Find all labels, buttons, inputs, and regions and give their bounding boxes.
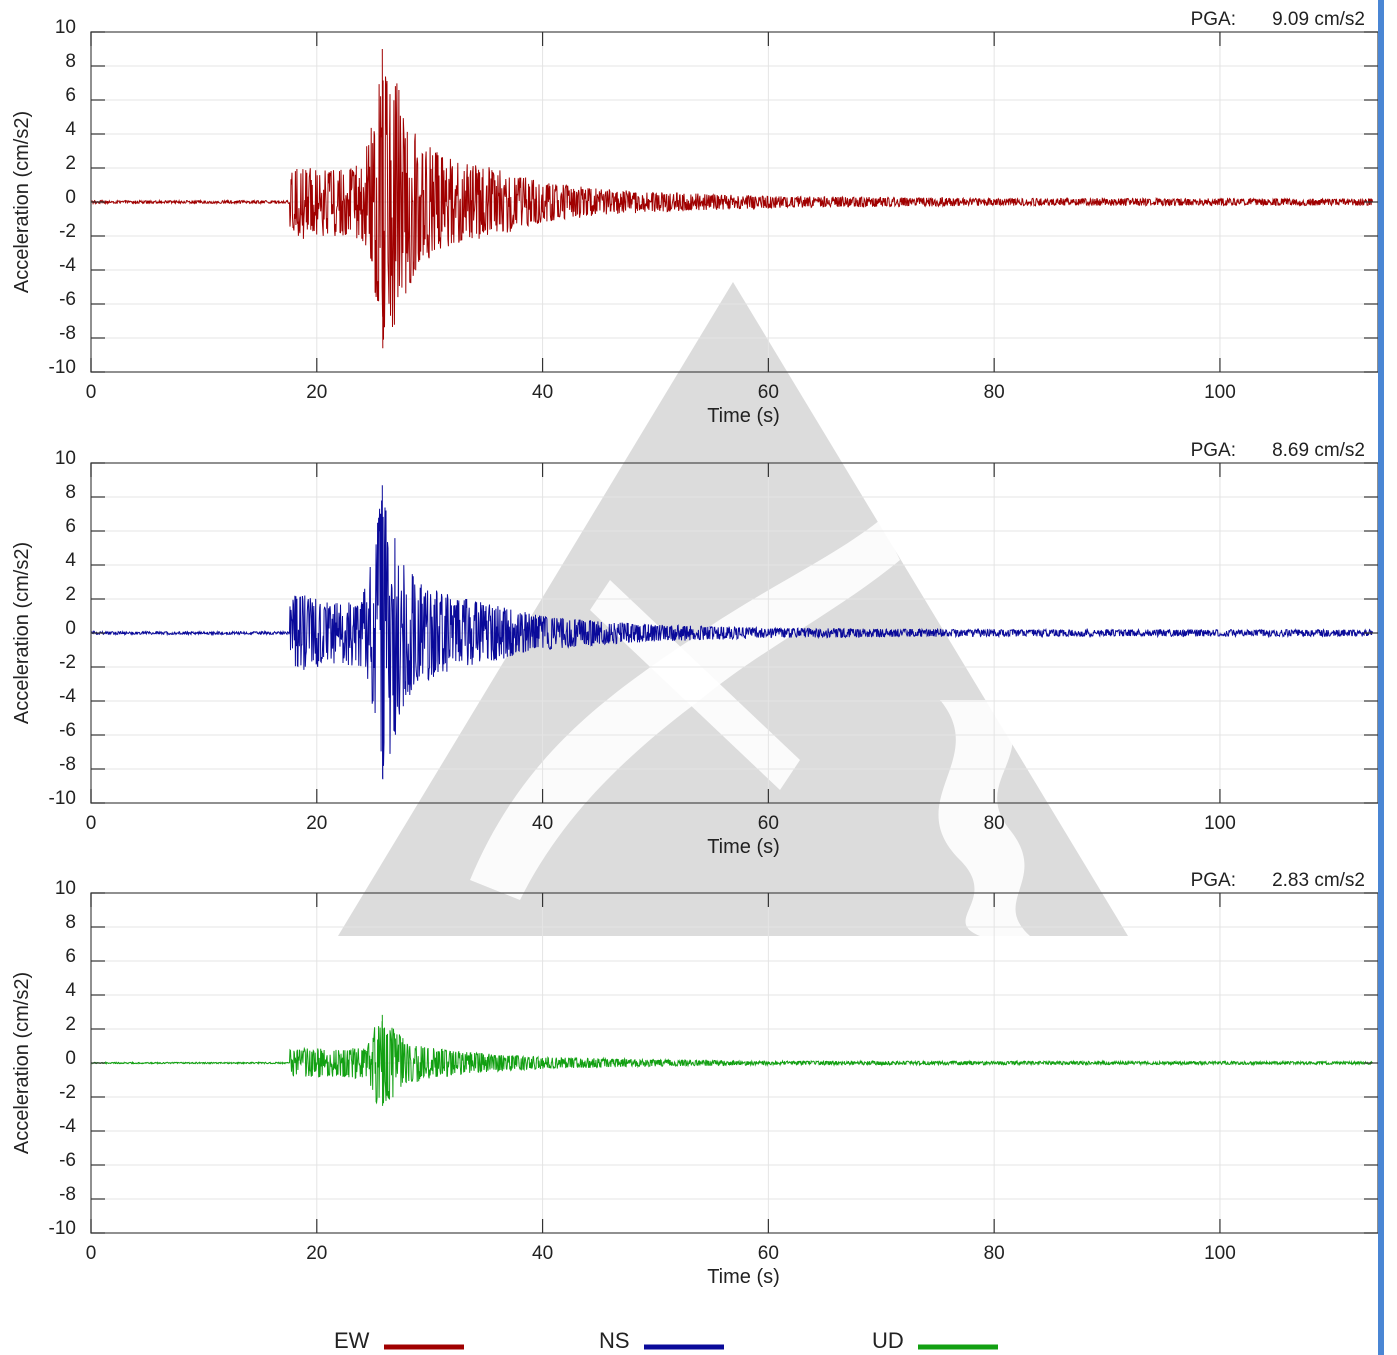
pga-label-ud: PGA: xyxy=(1191,870,1236,891)
legend-label-ew: EW xyxy=(334,1328,370,1353)
y-tick-label: 6 xyxy=(65,516,76,537)
x-tick-label: 100 xyxy=(1204,1243,1236,1264)
legend-label-ud: UD xyxy=(872,1328,904,1353)
y-tick-label: 2 xyxy=(65,584,76,605)
x-axis-title-ew: Time (s) xyxy=(707,405,780,427)
y-axis-title-ew: Acceleration (cm/s2) xyxy=(11,111,33,293)
y-tick-label: 2 xyxy=(65,153,76,174)
x-tick-label: 80 xyxy=(984,1243,1005,1264)
y-tick-label: 2 xyxy=(65,1014,76,1035)
y-tick-label: -10 xyxy=(49,1218,76,1239)
y-tick-label: 4 xyxy=(65,119,76,140)
legend-label-ns: NS xyxy=(599,1328,630,1353)
x-axis-title-ud: Time (s) xyxy=(707,1266,780,1288)
y-tick-label: -4 xyxy=(59,686,76,707)
y-axis-title-ud: Acceleration (cm/s2) xyxy=(11,972,33,1154)
y-tick-label: 8 xyxy=(65,482,76,503)
y-tick-label: 6 xyxy=(65,946,76,967)
y-tick-label: -8 xyxy=(59,1184,76,1205)
y-tick-label: -2 xyxy=(59,652,76,673)
x-tick-label: 80 xyxy=(984,382,1005,403)
pga-value-ns: 8.69 cm/s2 xyxy=(1272,440,1365,461)
x-axis-title-ns: Time (s) xyxy=(707,836,780,858)
y-tick-label: 0 xyxy=(65,1048,76,1069)
y-tick-label: 6 xyxy=(65,85,76,106)
x-tick-label: 0 xyxy=(86,1243,97,1264)
x-tick-label: 20 xyxy=(306,1243,327,1264)
x-tick-label: 40 xyxy=(532,813,553,834)
waveform-ns xyxy=(90,485,1378,780)
y-tick-label: -4 xyxy=(59,1116,76,1137)
y-tick-label: -10 xyxy=(49,788,76,809)
watermark-swoosh xyxy=(470,520,900,900)
legend-item-ew: EW xyxy=(334,1328,464,1353)
y-tick-label: -2 xyxy=(59,1082,76,1103)
waveform-ew xyxy=(90,48,1378,349)
y-tick-label: -10 xyxy=(49,357,76,378)
y-tick-label: 4 xyxy=(65,980,76,1001)
y-axis-title-ns: Acceleration (cm/s2) xyxy=(11,542,33,724)
pga-value-ew: 9.09 cm/s2 xyxy=(1272,9,1365,30)
x-tick-label: 100 xyxy=(1204,813,1236,834)
y-tick-label: -2 xyxy=(59,221,76,242)
y-tick-label: 8 xyxy=(65,51,76,72)
x-tick-label: 40 xyxy=(532,1243,553,1264)
y-tick-label: 10 xyxy=(55,448,76,469)
x-tick-label: 60 xyxy=(758,813,779,834)
y-tick-label: -8 xyxy=(59,323,76,344)
pga-label-ns: PGA: xyxy=(1191,440,1236,461)
y-tick-label: 0 xyxy=(65,618,76,639)
y-tick-label: 4 xyxy=(65,550,76,571)
pga-value-ud: 2.83 cm/s2 xyxy=(1272,870,1365,891)
y-tick-label: 0 xyxy=(65,187,76,208)
x-tick-label: 100 xyxy=(1204,382,1236,403)
legend-item-ns: NS xyxy=(599,1328,724,1353)
waveform-ud xyxy=(90,1014,1378,1106)
x-tick-label: 80 xyxy=(984,813,1005,834)
right-edge-bar xyxy=(1378,0,1384,1355)
y-tick-label: -4 xyxy=(59,255,76,276)
y-tick-label: 8 xyxy=(65,912,76,933)
x-tick-label: 20 xyxy=(306,813,327,834)
x-tick-label: 60 xyxy=(758,382,779,403)
legend-item-ud: UD xyxy=(872,1328,998,1353)
x-tick-label: 0 xyxy=(86,382,97,403)
y-tick-label: 10 xyxy=(55,878,76,899)
pga-label-ew: PGA: xyxy=(1191,9,1236,30)
x-tick-label: 20 xyxy=(306,382,327,403)
y-tick-label: -6 xyxy=(59,720,76,741)
x-tick-label: 40 xyxy=(532,382,553,403)
y-tick-label: -8 xyxy=(59,754,76,775)
y-tick-label: -6 xyxy=(59,289,76,310)
y-tick-label: 10 xyxy=(55,17,76,38)
x-tick-label: 0 xyxy=(86,813,97,834)
watermark-wave xyxy=(938,700,1030,936)
x-tick-label: 60 xyxy=(758,1243,779,1264)
y-tick-label: -6 xyxy=(59,1150,76,1171)
legend: EW NS UD xyxy=(334,1328,998,1353)
